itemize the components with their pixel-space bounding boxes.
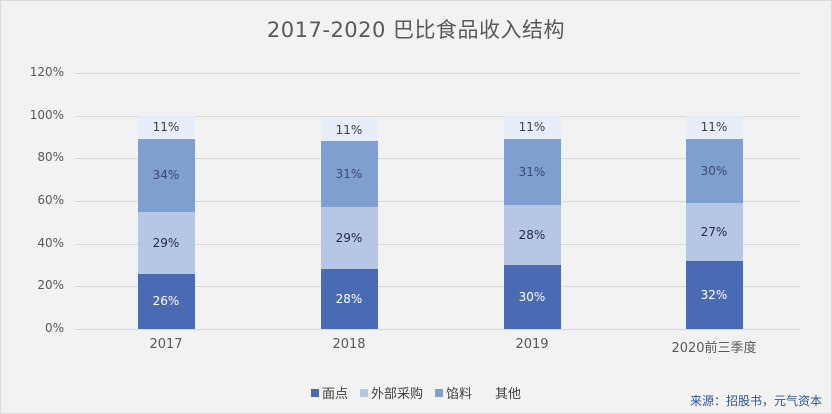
bar-segment: 26% [137,273,195,329]
bar-segment: 34% [137,139,195,212]
x-tick-label: 2017 [149,337,183,352]
source-note: 来源：招股书，元气资本 [689,394,822,408]
x-tick-label: 2020前三季度 [671,341,757,356]
legend-item: 其他 [484,383,521,402]
bar-segment: 11% [320,117,378,142]
y-tick-label: 120% [29,65,64,79]
bar-segment: 30% [685,139,743,204]
legend-label: 馅料 [446,387,473,402]
gridline [75,116,800,117]
y-tick-label: 40% [37,236,64,250]
legend-label: 面点 [321,387,348,402]
bar-segment: 32% [685,260,743,329]
y-tick-label: 0% [44,321,64,335]
legend-swatch-icon [484,389,492,397]
chart-title: 2017-2020 巴比食品收入结构 [266,18,566,42]
gridline [75,201,800,202]
gridline [75,329,800,330]
bar-segment: 28% [503,205,561,265]
bar-segment: 31% [320,141,378,208]
bar-segment: 11% [137,115,195,140]
legend: 面点 外部采购 馅料 其他 [0,383,832,402]
bar-segment: 29% [320,207,378,270]
bar-segment: 11% [503,115,561,140]
y-tick-label: 20% [37,278,64,292]
gridline [75,158,800,159]
legend-swatch-icon [435,389,443,397]
bar-2020前三季度: 32% 27% 30% 11% [685,0,743,414]
bar-2017: 26% 29% 34% 11% [137,0,195,414]
y-tick-label: 100% [29,108,64,122]
legend-label: 外部采购 [370,387,423,402]
bar-segment: 30% [503,265,561,329]
x-tick-label: 2019 [515,337,549,352]
legend-label: 其他 [495,387,522,402]
gridline [75,73,800,74]
gridline [75,286,800,287]
legend-item: 面点 [310,383,348,402]
y-tick-label: 80% [37,150,64,164]
gridline [75,244,800,245]
bar-2019: 30% 28% 31% 11% [503,0,561,414]
bar-segment: 11% [685,115,743,140]
bar-segment: 31% [503,139,561,206]
legend-item: 外部采购 [359,383,423,402]
legend-item: 馅料 [435,383,472,402]
legend-swatch-icon [359,389,368,397]
bar-segment: 28% [320,269,378,329]
bar-segment: 27% [685,203,743,261]
y-tick-label: 60% [37,193,64,207]
x-tick-label: 2018 [332,337,366,352]
legend-swatch-icon [310,389,319,397]
bar-2018: 28% 29% 31% 11% [320,0,378,414]
bar-segment: 29% [137,211,195,274]
